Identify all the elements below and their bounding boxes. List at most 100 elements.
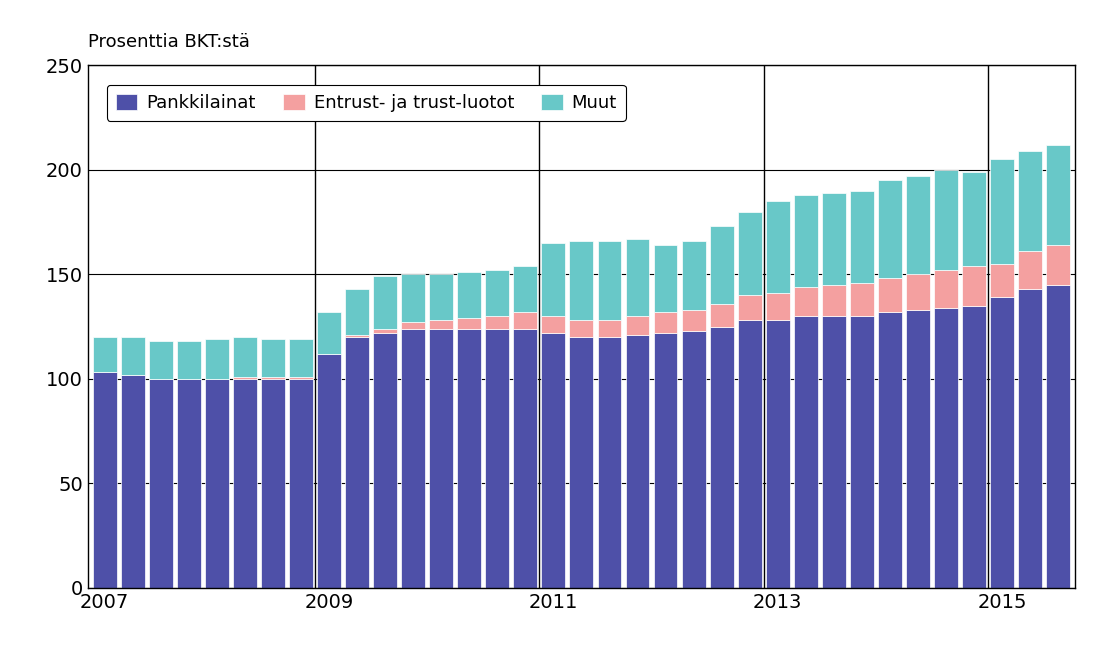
Bar xyxy=(457,328,482,588)
Bar xyxy=(1047,245,1071,285)
Bar xyxy=(654,312,678,333)
Bar xyxy=(569,241,593,320)
Bar xyxy=(681,330,705,588)
Bar xyxy=(92,372,116,588)
Bar xyxy=(261,377,285,379)
Bar xyxy=(935,308,958,588)
Bar xyxy=(542,316,565,333)
Bar xyxy=(485,328,509,588)
Bar xyxy=(289,379,313,588)
Bar xyxy=(233,377,257,379)
Bar xyxy=(822,285,846,316)
Bar xyxy=(205,339,228,379)
Bar xyxy=(598,241,621,320)
Bar xyxy=(794,195,817,287)
Bar xyxy=(261,379,285,588)
Bar xyxy=(289,377,313,379)
Bar xyxy=(1047,285,1071,588)
Bar xyxy=(850,316,874,588)
Bar xyxy=(121,337,145,375)
Bar xyxy=(373,276,397,328)
Bar xyxy=(233,337,257,377)
Bar xyxy=(710,226,734,304)
Bar xyxy=(794,287,817,316)
Bar xyxy=(429,328,453,588)
Bar xyxy=(766,320,790,588)
Bar xyxy=(598,320,621,337)
Bar xyxy=(457,318,482,328)
Bar xyxy=(402,328,425,588)
Bar xyxy=(991,264,1014,297)
Bar xyxy=(205,379,228,588)
Bar xyxy=(962,306,986,588)
Bar xyxy=(402,323,425,328)
Bar xyxy=(485,316,509,328)
Bar xyxy=(513,328,538,588)
Bar xyxy=(429,274,453,320)
Bar xyxy=(878,278,902,312)
Bar xyxy=(625,239,649,316)
Bar xyxy=(1018,151,1042,251)
Bar xyxy=(822,193,846,285)
Bar xyxy=(962,172,986,266)
Bar xyxy=(935,170,958,270)
Bar xyxy=(346,337,369,588)
Bar xyxy=(878,180,902,278)
Bar xyxy=(738,320,761,588)
Bar xyxy=(654,245,678,312)
Text: Prosenttia BKT:stä: Prosenttia BKT:stä xyxy=(88,33,250,52)
Bar xyxy=(149,379,172,588)
Bar xyxy=(177,379,201,588)
Bar xyxy=(991,297,1014,588)
Bar xyxy=(794,316,817,588)
Bar xyxy=(402,274,425,323)
Legend: Pankkilainat, Entrust- ja trust-luotot, Muut: Pankkilainat, Entrust- ja trust-luotot, … xyxy=(106,85,626,121)
Bar xyxy=(121,375,145,588)
Bar xyxy=(513,312,538,328)
Bar xyxy=(906,274,930,310)
Bar xyxy=(598,337,621,588)
Bar xyxy=(738,295,761,320)
Bar xyxy=(569,320,593,337)
Bar xyxy=(625,335,649,588)
Bar xyxy=(485,270,509,316)
Bar xyxy=(92,337,116,372)
Bar xyxy=(906,176,930,274)
Bar xyxy=(429,320,453,328)
Bar xyxy=(373,333,397,588)
Bar xyxy=(681,241,705,310)
Bar xyxy=(962,266,986,306)
Bar xyxy=(991,159,1014,264)
Bar xyxy=(738,212,761,295)
Bar xyxy=(935,270,958,308)
Bar xyxy=(542,333,565,588)
Bar xyxy=(513,266,538,312)
Bar xyxy=(625,316,649,335)
Bar xyxy=(457,272,482,318)
Bar xyxy=(149,341,172,379)
Bar xyxy=(906,310,930,588)
Bar xyxy=(1047,145,1071,245)
Bar xyxy=(822,316,846,588)
Bar xyxy=(878,312,902,588)
Bar xyxy=(850,191,874,283)
Bar xyxy=(346,335,369,337)
Bar xyxy=(289,339,313,377)
Bar xyxy=(681,310,705,330)
Bar xyxy=(317,354,341,588)
Bar xyxy=(1018,251,1042,289)
Bar xyxy=(261,339,285,377)
Bar xyxy=(710,304,734,326)
Bar xyxy=(317,312,341,354)
Bar xyxy=(654,333,678,588)
Bar xyxy=(766,201,790,293)
Bar xyxy=(766,293,790,320)
Bar xyxy=(850,283,874,316)
Bar xyxy=(177,341,201,379)
Bar xyxy=(346,289,369,335)
Bar xyxy=(373,328,397,333)
Bar xyxy=(1018,289,1042,588)
Bar xyxy=(542,243,565,316)
Bar xyxy=(710,326,734,588)
Bar xyxy=(569,337,593,588)
